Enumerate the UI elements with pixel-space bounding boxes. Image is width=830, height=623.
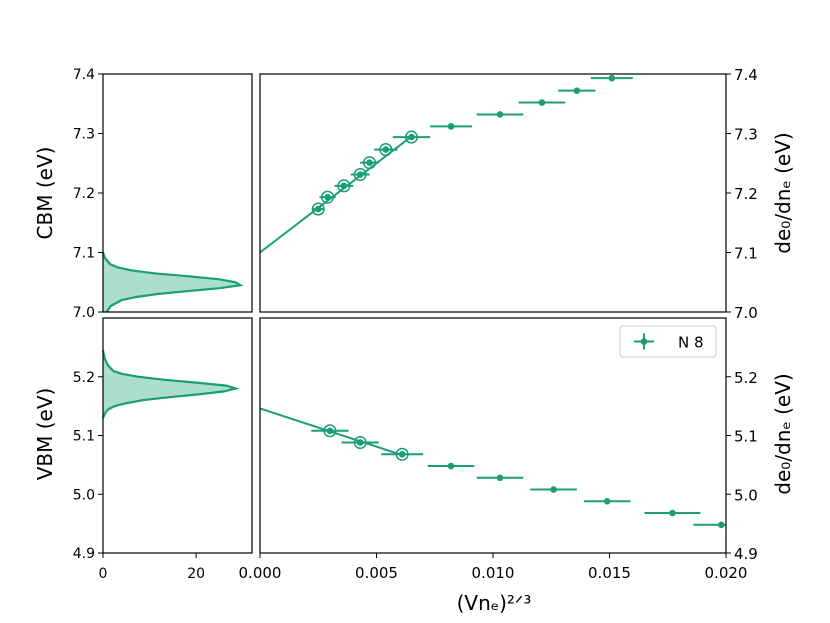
vbm-fit-ytick-label: 4.9	[734, 545, 758, 563]
vbm-fit-data-point	[447, 462, 455, 470]
cbm-fit-point-ring	[362, 156, 377, 170]
vbm-fit-point-ring	[323, 424, 337, 438]
vbm-fit-ytick-label: 5.0	[734, 486, 758, 504]
cbm-fit-data-point	[447, 123, 455, 130]
cbm-fit-ytick-label: 7.1	[734, 245, 758, 263]
cbm-fit-point-ring	[311, 202, 325, 216]
vbm-fit-plot-area	[260, 407, 726, 529]
vbm-fit-data-point	[356, 439, 364, 446]
vbm-fit-xtick-label: 0.010	[472, 564, 515, 582]
vbm-fit-data-point	[398, 451, 406, 458]
vbm-fit-ytick-label: 5.2	[734, 369, 758, 387]
cbm-fit-data-point	[608, 74, 616, 82]
cbm-fit-data-point	[382, 146, 390, 153]
cbm-fit-data-point	[408, 133, 415, 141]
cbm-fit-data-point	[538, 99, 546, 106]
vbm-fit-xtick-label: 0.020	[705, 564, 748, 582]
vbm-hist-frame	[102, 317, 253, 554]
cbm-fit-data-point	[573, 87, 581, 94]
vbm-hist-ytick-label: 4.9	[73, 546, 95, 562]
vbm-hist-ytick-label: 5.2	[73, 370, 95, 386]
cbm-fit-data-point	[496, 111, 504, 118]
cbm-fit-point-ring	[353, 168, 367, 182]
vbm-hist-ytick-label: 5.1	[73, 429, 95, 445]
vbm-hist-density-curve	[101, 350, 240, 419]
vbm-hist-xtick-label: 20	[187, 566, 205, 582]
right-axis-label-bottom: de₀/dnₑ (eV)	[771, 373, 795, 494]
cbm-hist-density-curve	[101, 252, 244, 313]
vbm-fit-data-point	[326, 427, 334, 435]
cbm-axis-label: CBM (eV)	[33, 147, 57, 240]
x-axis-label: (Vnₑ)²ᐟ³	[457, 591, 532, 615]
vbm-hist-ytick-label: 5.0	[73, 487, 95, 503]
cbm-fit-ytick-label: 7.4	[734, 66, 758, 84]
vbm-fit-series	[260, 407, 726, 529]
cbm-fit-point-ring	[337, 179, 351, 193]
cbm-fit-data-point	[324, 193, 331, 201]
cbm-fit-frame	[259, 73, 727, 313]
cbm-hist-density-fill	[103, 252, 241, 312]
vbm-fit-point-ring	[353, 436, 367, 450]
legend-label: N 8	[678, 334, 704, 352]
cbm-fit-data-point	[366, 159, 373, 166]
vbm-fit-data-point	[718, 521, 725, 529]
cbm-fit-ytick-label: 7.3	[734, 126, 758, 144]
vbm-fit-data-point	[669, 509, 676, 517]
vbm-fit-data-point	[603, 498, 611, 505]
vbm-fit-xtick-label: 0.005	[355, 564, 398, 582]
cbm-fit-point-ring	[321, 190, 335, 204]
right-axis-label-top: de₀/dnₑ (eV)	[771, 132, 795, 253]
cbm-fit-plot-area	[260, 74, 633, 254]
cbm-fit-ytick-label: 7.2	[734, 185, 758, 203]
legend-marker-dot	[640, 338, 648, 345]
vbm-fit-data-point	[550, 486, 557, 493]
cbm-fit-ytick-label: 7.0	[734, 304, 758, 322]
cbm-fit-data-point	[356, 171, 364, 178]
cbm-hist-ytick-label: 7.0	[73, 305, 95, 321]
vbm-axis-label: VBM (eV)	[33, 388, 57, 481]
vbm-fit-data-point	[496, 474, 504, 482]
cbm-hist-ytick-label: 7.4	[73, 67, 95, 83]
vbm-fit-ytick-label: 5.1	[734, 428, 758, 446]
cbm-hist-ytick-label: 7.1	[73, 246, 95, 262]
vbm-fit-xtick-label: 0.000	[239, 564, 282, 582]
vbm-hist-xtick-label: 0	[99, 566, 108, 582]
cbm-hist-ytick-label: 7.3	[73, 127, 95, 143]
cbm-fit-data-point	[314, 205, 322, 213]
cbm-hist-ytick-label: 7.2	[73, 186, 95, 202]
vbm-fit-xtick-label: 0.015	[588, 564, 631, 582]
cbm-fit-point-ring	[379, 143, 393, 157]
cbm-fit-point-ring	[404, 130, 419, 144]
cbm-fit-data-point	[340, 182, 348, 190]
vbm-fit-point-ring	[395, 447, 409, 461]
cbm-fit-series	[260, 74, 633, 254]
